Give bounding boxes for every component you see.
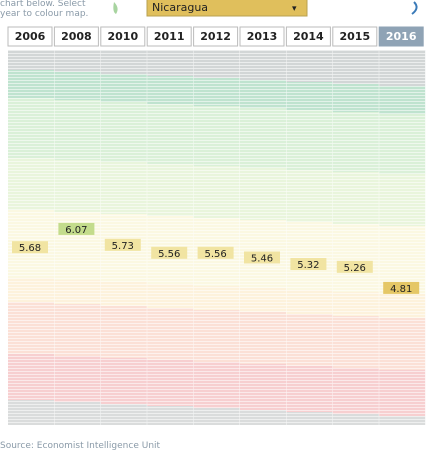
value-label: 6.07	[65, 225, 87, 236]
year-label[interactable]: 2013	[247, 30, 278, 43]
year-label[interactable]: 2016	[386, 30, 417, 43]
year-button[interactable]	[100, 26, 146, 47]
stripes	[147, 50, 194, 425]
value-box	[151, 246, 188, 259]
year-label[interactable]: 2014	[293, 30, 324, 43]
year-label[interactable]: 2011	[154, 30, 185, 43]
stripes	[54, 50, 101, 425]
year-label[interactable]: 2008	[61, 30, 92, 43]
stripes	[332, 50, 379, 425]
year-label[interactable]: 2012	[200, 30, 231, 43]
value-label: 5.46	[251, 253, 273, 264]
year-button[interactable]	[193, 26, 239, 47]
value-box	[12, 241, 48, 254]
value-box	[336, 260, 373, 273]
dropdown-label[interactable]: Nicaragua	[152, 1, 208, 14]
stripes	[100, 50, 147, 425]
year-button[interactable]	[378, 26, 424, 47]
year-label[interactable]: 2006	[15, 30, 46, 43]
value-box	[244, 251, 280, 264]
dropdown-arrow[interactable]: ▾	[292, 4, 297, 14]
stripes	[240, 50, 286, 425]
year-button[interactable]	[53, 26, 99, 47]
year-button[interactable]	[146, 26, 192, 47]
value-label: 5.73	[112, 241, 134, 252]
value-label: 5.68	[19, 243, 41, 254]
value-box	[58, 222, 95, 235]
year-label[interactable]: 2010	[107, 30, 138, 43]
year-button[interactable]	[332, 26, 378, 47]
map-icon	[113, 2, 118, 14]
value-label: 5.32	[297, 260, 319, 271]
year-button[interactable]	[239, 26, 285, 47]
value-label: 4.81	[390, 284, 412, 295]
value-label: 5.56	[158, 249, 180, 260]
source: Source: Economist Intelligence Unit	[0, 441, 161, 451]
value-box	[290, 258, 327, 271]
stripes	[379, 50, 426, 425]
stripes	[286, 50, 333, 425]
year-button[interactable]	[7, 26, 53, 47]
logo-arc	[411, 1, 418, 15]
stripes	[193, 50, 240, 425]
value-label: 5.26	[344, 263, 366, 274]
value-box	[197, 246, 234, 259]
value-box	[383, 281, 420, 294]
year-button[interactable]	[285, 26, 331, 47]
stripes	[8, 50, 54, 425]
value-box	[104, 238, 141, 251]
value-label: 5.56	[204, 249, 226, 260]
dropdown[interactable]: Nicaragua ▾	[146, 0, 308, 17]
dropdown-box[interactable]	[146, 0, 308, 17]
intro-line: year to colour map.	[0, 9, 88, 19]
year-label[interactable]: 2015	[339, 30, 370, 43]
intro-line: chart below. Select	[0, 0, 86, 9]
